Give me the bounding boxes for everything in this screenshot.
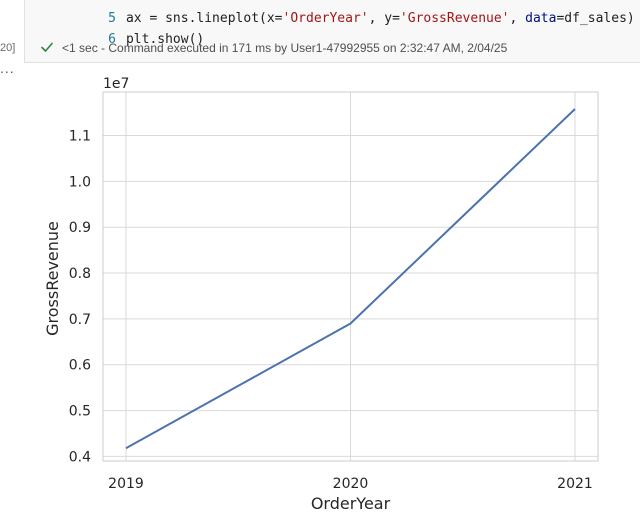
y-tick-label: 0.7 <box>69 312 91 328</box>
y-tick-label: 0.4 <box>69 449 91 465</box>
y-tick-label: 0.6 <box>69 358 91 374</box>
code-token: 'OrderYear' <box>282 11 369 26</box>
x-tick-label: 2020 <box>333 476 369 492</box>
code-token: 'GrossRevenue' <box>399 11 510 26</box>
code-token: , <box>509 11 526 26</box>
plot-frame <box>102 91 599 462</box>
execution-status: <1 sec - Command executed in 171 ms by U… <box>40 38 507 58</box>
code-line-5[interactable]: 5 ax = sns.lineplot(x='OrderYear', y='Gro… <box>25 0 635 26</box>
y-tick-label: 1.1 <box>69 129 91 145</box>
x-axis-label: OrderYear <box>311 494 391 513</box>
series-line <box>125 108 576 450</box>
status-text: <1 sec - Command executed in 171 ms by U… <box>62 41 508 55</box>
y-tick-label: 0.5 <box>69 404 91 420</box>
code-text: plt.show() <box>126 32 204 47</box>
code-token: ax = sns.lineplot(x= <box>125 11 283 26</box>
code-text: ax = sns.lineplot(x='OrderYear', y='Gros… <box>126 11 635 26</box>
line-number: 6 <box>108 32 116 47</box>
y-tick-label: 0.9 <box>69 220 91 236</box>
code-line-6[interactable]: 6 plt.show() <box>25 10 204 47</box>
x-tick-label: 2021 <box>557 476 593 492</box>
code-token: plt.show() <box>125 32 205 47</box>
code-token: =df_sales) <box>556 11 635 26</box>
y-tick-label: 0.8 <box>69 266 91 282</box>
x-tick-label: 2019 <box>108 476 144 492</box>
y-scale-label: 1e7 <box>103 76 129 92</box>
code-cell[interactable]: 5 ax = sns.lineplot(x='OrderYear', y='Gro… <box>24 0 640 63</box>
more-options-icon[interactable]: ... <box>0 60 15 76</box>
check-icon <box>41 42 53 52</box>
line-number: 5 <box>108 11 116 26</box>
y-tick-label: 1.0 <box>69 174 91 190</box>
y-axis-label: GrossRevenue <box>43 221 62 336</box>
code-token: data <box>525 11 557 26</box>
execution-count: 20] <box>0 42 16 54</box>
code-token: , y= <box>368 11 400 26</box>
